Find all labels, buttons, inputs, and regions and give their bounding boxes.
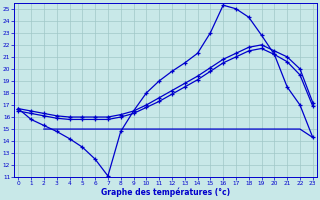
X-axis label: Graphe des températures (°c): Graphe des températures (°c) (101, 188, 230, 197)
